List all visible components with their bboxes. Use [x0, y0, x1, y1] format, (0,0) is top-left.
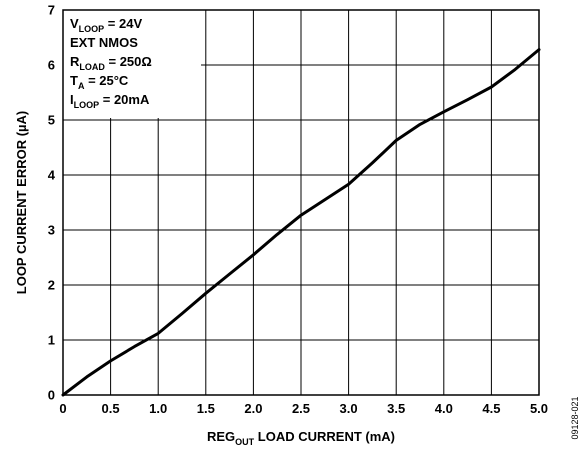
- series-group: [61, 48, 541, 397]
- x-tick-label: 1.0: [149, 401, 167, 416]
- x-tick-label: 5.0: [530, 401, 548, 416]
- plot-frame: [62, 9, 540, 396]
- x-tick-label: 4.5: [482, 401, 500, 416]
- conditions-box: [63, 10, 201, 118]
- y-axis-label: LOOP CURRENT ERROR (µA): [14, 111, 29, 294]
- x-tick-label: 4.0: [435, 401, 453, 416]
- condition-2: EXT NMOS: [70, 35, 138, 50]
- y-tick-label: 7: [48, 3, 55, 18]
- x-tick-label: 3.0: [340, 401, 358, 416]
- y-tick-label: 3: [48, 223, 55, 238]
- x-tick-label: 0.5: [102, 401, 120, 416]
- condition-4: TA = 25°C: [70, 73, 129, 91]
- y-tick-label: 4: [48, 168, 56, 183]
- condition-1: VLOOP = 24V: [70, 16, 142, 34]
- x-tick-label: 0: [59, 401, 66, 416]
- condition-3: RLOAD = 250Ω: [70, 54, 152, 72]
- y-tick-label: 0: [48, 388, 55, 403]
- grid: [63, 10, 539, 395]
- condition-5: ILOOP = 20mA: [70, 92, 150, 110]
- y-tick-label: 1: [48, 333, 55, 348]
- x-tick-label: 2.0: [244, 401, 262, 416]
- x-tick-label: 2.5: [292, 401, 310, 416]
- x-tick-label: 3.5: [387, 401, 405, 416]
- y-tick-label: 6: [48, 58, 55, 73]
- y-tick-label: 5: [48, 113, 55, 128]
- x-axis-label: REGOUT LOAD CURRENT (mA): [207, 429, 395, 447]
- x-tick-labels: 0 0.5 1.0 1.5 2.0 2.5 3.0 3.5 4.0 4.5 5.0: [59, 401, 548, 416]
- y-tick-labels: 0 1 2 3 4 5 6 7: [48, 3, 56, 403]
- series-line-1: [61, 48, 541, 397]
- figure-id: 09128-021: [570, 396, 580, 439]
- y-tick-label: 2: [48, 278, 55, 293]
- x-tick-label: 1.5: [197, 401, 215, 416]
